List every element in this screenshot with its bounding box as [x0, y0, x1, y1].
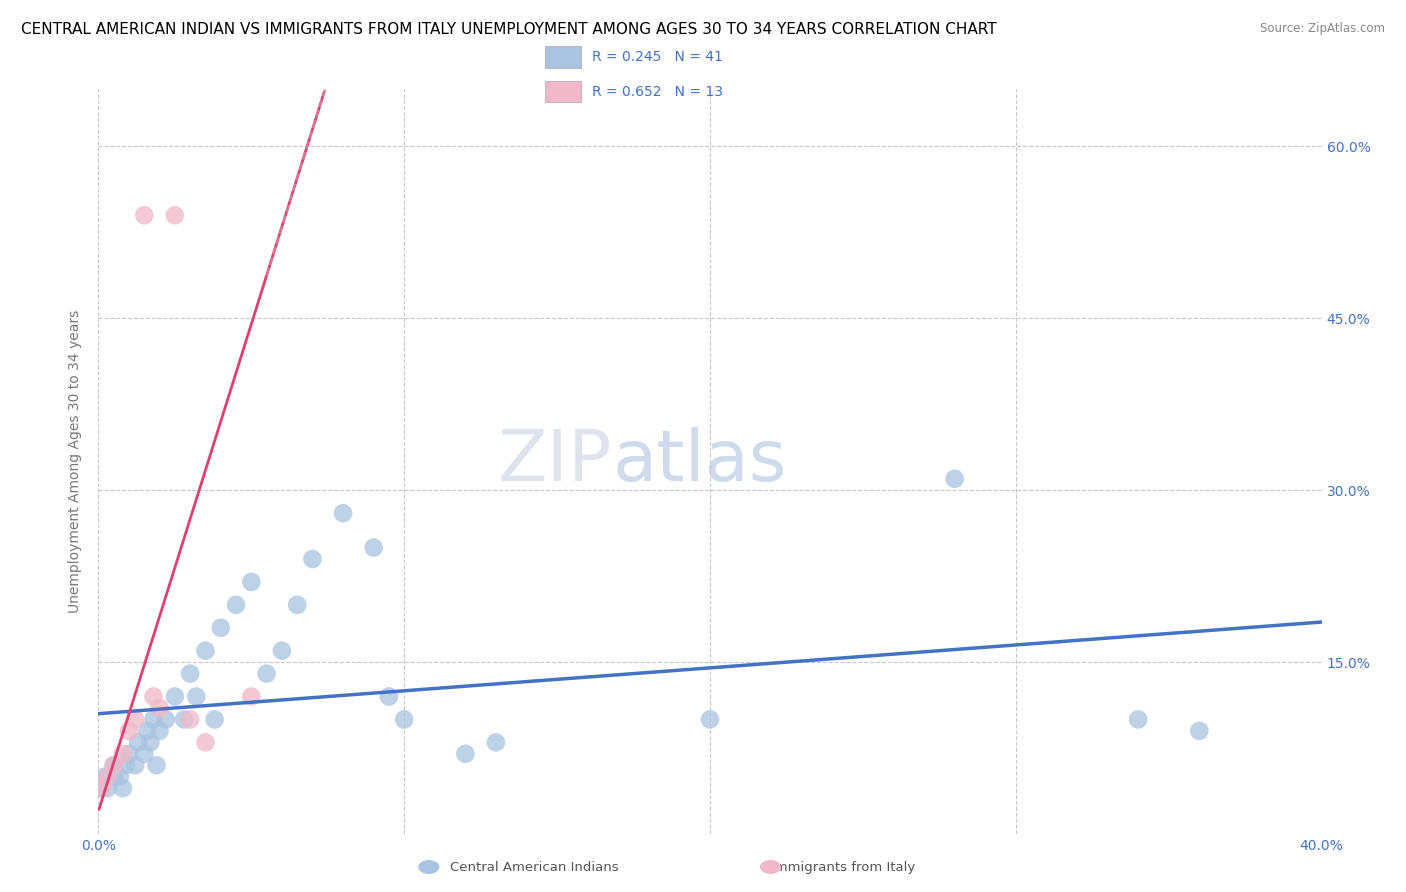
Point [103, 758, 125, 772]
Point [111, 781, 134, 796]
Point [332, 506, 354, 520]
Point [285, 598, 308, 612]
Text: ZIP: ZIP [498, 427, 612, 496]
Point [149, 723, 172, 738]
Point [270, 643, 292, 657]
Point [97, 781, 120, 796]
Point [378, 690, 401, 704]
Point [118, 747, 141, 761]
Point [240, 690, 263, 704]
Text: Immigrants from Italy: Immigrants from Italy [772, 861, 915, 873]
Bar [544, 81, 581, 103]
Point [155, 713, 177, 727]
Text: Source: ZipAtlas.com: Source: ZipAtlas.com [1260, 22, 1385, 36]
Point [124, 758, 146, 772]
Point [173, 713, 195, 727]
Point [1128, 713, 1150, 727]
Point [1188, 723, 1211, 738]
Point [363, 541, 385, 555]
Y-axis label: Unemployment Among Ages 30 to 34 years: Unemployment Among Ages 30 to 34 years [69, 310, 83, 613]
Point [240, 574, 263, 589]
Point [179, 713, 201, 727]
Point [454, 747, 477, 761]
Point [108, 770, 131, 784]
Point [186, 690, 208, 704]
Point [103, 758, 125, 772]
Point [209, 621, 232, 635]
Point [392, 713, 416, 727]
Text: R = 0.245   N = 41: R = 0.245 N = 41 [592, 50, 723, 64]
Point [97, 770, 120, 784]
Point [111, 747, 134, 761]
Text: atlas: atlas [612, 427, 786, 496]
Point [149, 701, 172, 715]
Point [136, 723, 159, 738]
Text: R = 0.652   N = 13: R = 0.652 N = 13 [592, 85, 723, 99]
Point [90, 781, 112, 796]
Point [115, 758, 138, 772]
Point [163, 208, 186, 222]
Point [204, 713, 226, 727]
Point [485, 735, 508, 749]
Point [194, 735, 217, 749]
Point [194, 643, 217, 657]
Text: CENTRAL AMERICAN INDIAN VS IMMIGRANTS FROM ITALY UNEMPLOYMENT AMONG AGES 30 TO 3: CENTRAL AMERICAN INDIAN VS IMMIGRANTS FR… [21, 22, 997, 37]
Point [134, 208, 156, 222]
Point [142, 690, 165, 704]
Point [301, 552, 323, 566]
Point [943, 472, 966, 486]
Point [134, 747, 156, 761]
Point [163, 690, 186, 704]
Point [93, 770, 115, 784]
Point [179, 666, 201, 681]
Bar [544, 46, 581, 68]
Point [103, 770, 125, 784]
Text: Central American Indians: Central American Indians [450, 861, 619, 873]
Point [145, 758, 167, 772]
Point [139, 735, 162, 749]
Point [256, 666, 278, 681]
Point [142, 713, 165, 727]
Point [124, 713, 146, 727]
Point [699, 713, 721, 727]
Point [118, 723, 141, 738]
Point [90, 781, 112, 796]
Point [127, 735, 149, 749]
Point [225, 598, 247, 612]
